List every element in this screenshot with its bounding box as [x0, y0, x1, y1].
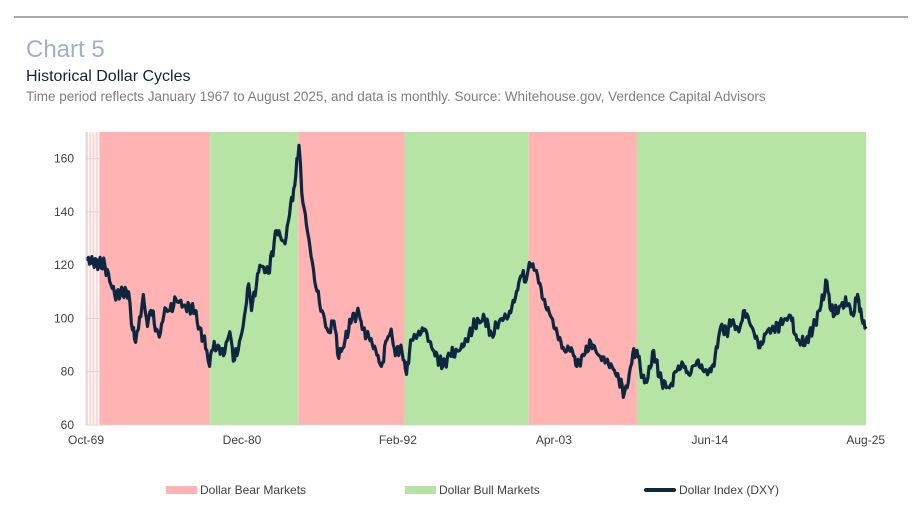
- top-divider: [14, 16, 908, 18]
- early-stripe: [95, 132, 98, 425]
- x-tick-label: Feb-92: [379, 433, 417, 447]
- bear-market-region: [99, 132, 210, 425]
- legend-label-bear: Dollar Bear Markets: [200, 483, 307, 497]
- early-stripe: [89, 132, 92, 425]
- y-tick-label: 120: [54, 258, 74, 272]
- x-tick-label: Aug-25: [846, 433, 885, 447]
- y-tick-label: 80: [61, 365, 75, 379]
- y-tick-label: 160: [54, 152, 74, 166]
- legend-label-dxy: Dollar Index (DXY): [679, 483, 780, 497]
- bull-market-region: [636, 132, 866, 425]
- y-tick-label: 100: [54, 311, 74, 325]
- legend-item-bull: Dollar Bull Markets: [405, 483, 540, 497]
- dxy-line-swatch: [644, 488, 676, 492]
- x-tick-label: Dec-80: [223, 433, 262, 447]
- early-stripe: [86, 132, 88, 425]
- x-tick-label: Oct-69: [68, 433, 104, 447]
- legend-item-dxy: Dollar Index (DXY): [644, 483, 779, 497]
- bull-market-region: [404, 132, 529, 425]
- x-tick-label: Jun-14: [692, 433, 729, 447]
- chart-description: Time period reflects January 1967 to Aug…: [26, 89, 766, 104]
- dxy-line: [85, 143, 868, 399]
- bull-swatch: [405, 486, 436, 494]
- bull-market-region: [209, 132, 299, 425]
- legend-item-bear: Dollar Bear Markets: [166, 483, 306, 497]
- early-stripe: [92, 132, 95, 425]
- chart-title: Historical Dollar Cycles: [26, 68, 191, 85]
- bear-swatch: [166, 486, 197, 494]
- x-tick-label: Apr-03: [536, 433, 572, 447]
- y-tick-label: 140: [54, 205, 74, 219]
- y-tick-label: 60: [61, 418, 75, 432]
- legend-label-bull: Dollar Bull Markets: [439, 483, 540, 497]
- early-stripe: [98, 132, 101, 425]
- chart-number-label: Chart 5: [26, 36, 105, 63]
